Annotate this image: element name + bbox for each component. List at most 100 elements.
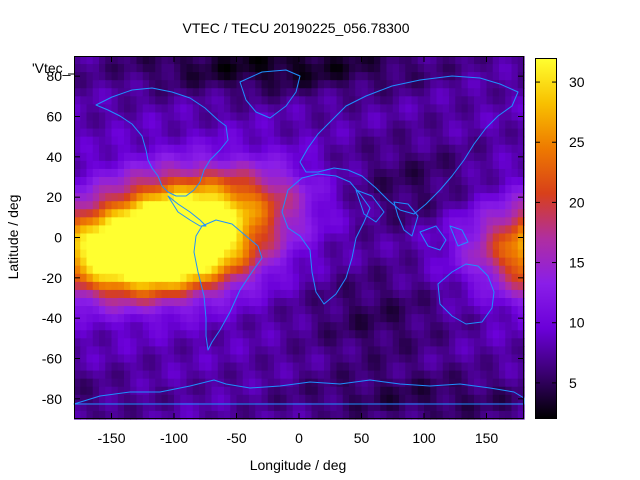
heatmap-cell xyxy=(274,338,281,347)
heatmap-cell xyxy=(80,152,88,162)
heatmap-cell xyxy=(117,330,125,339)
heatmap-cell xyxy=(386,217,394,226)
heatmap-cell xyxy=(142,72,150,81)
heatmap-cell xyxy=(305,265,313,275)
heatmap-cell xyxy=(255,362,263,372)
heatmap-cell xyxy=(267,64,275,73)
heatmap-cell xyxy=(186,330,194,339)
heatmap-cell xyxy=(311,160,319,170)
heatmap-cell xyxy=(399,330,406,339)
heatmap-cell xyxy=(86,410,94,420)
heatmap-cell xyxy=(405,281,413,291)
heatmap-cell xyxy=(411,306,419,315)
heatmap-cell xyxy=(199,80,206,89)
heatmap-cell xyxy=(167,64,175,73)
heatmap-cell xyxy=(386,185,394,194)
heatmap-cell xyxy=(417,177,425,186)
heatmap-cell xyxy=(242,257,250,267)
heatmap-cell xyxy=(317,322,325,331)
heatmap-cell xyxy=(255,225,263,235)
heatmap-cell xyxy=(305,386,313,396)
heatmap-cell xyxy=(330,168,338,178)
heatmap-cell xyxy=(349,241,356,251)
heatmap-cell xyxy=(136,112,144,122)
heatmap-cell xyxy=(430,241,438,251)
heatmap-cell xyxy=(142,330,150,339)
heatmap-cell xyxy=(311,386,319,396)
heatmap-cell xyxy=(80,386,88,396)
heatmap-cell xyxy=(486,402,494,412)
heatmap-cell xyxy=(474,241,481,251)
heatmap-cell xyxy=(374,96,381,105)
heatmap-cell xyxy=(224,144,231,154)
heatmap-cell xyxy=(92,402,100,412)
heatmap-cell xyxy=(142,128,150,138)
heatmap-cell xyxy=(217,64,225,73)
heatmap-cell xyxy=(105,410,113,420)
heatmap-cell xyxy=(374,386,381,396)
heatmap-cell xyxy=(211,402,219,412)
heatmap-cell xyxy=(305,241,313,251)
heatmap-cell xyxy=(161,233,169,243)
heatmap-cell xyxy=(392,56,400,65)
heatmap-cell xyxy=(305,185,313,194)
heatmap-cell xyxy=(336,265,344,275)
heatmap-cell xyxy=(149,249,156,259)
heatmap-cell xyxy=(142,298,150,307)
heatmap-cell xyxy=(274,168,281,178)
heatmap-cell xyxy=(330,112,338,122)
heatmap-cell xyxy=(292,298,300,307)
heatmap-cell xyxy=(199,410,206,420)
heatmap-cell xyxy=(161,330,169,339)
heatmap-cell xyxy=(230,152,238,162)
heatmap-cell xyxy=(436,394,444,404)
heatmap-cell xyxy=(217,314,225,323)
heatmap-cell xyxy=(180,128,188,138)
heatmap-cell xyxy=(486,410,494,420)
heatmap-cell xyxy=(242,289,250,299)
heatmap-cell xyxy=(149,346,156,356)
heatmap-cell xyxy=(174,225,181,235)
heatmap-cell xyxy=(74,177,81,186)
heatmap-cell xyxy=(367,306,375,315)
heatmap-cell xyxy=(199,160,206,170)
heatmap-cell xyxy=(399,257,406,267)
heatmap-cell xyxy=(105,185,113,194)
heatmap-cell xyxy=(442,56,450,65)
heatmap-cell xyxy=(136,233,144,243)
heatmap-cell xyxy=(505,394,513,404)
heatmap-cell xyxy=(461,56,469,65)
heatmap-cell xyxy=(236,128,244,138)
heatmap-cell xyxy=(442,209,450,218)
heatmap-cell xyxy=(174,201,181,210)
heatmap-cell xyxy=(517,168,525,178)
heatmap-cell xyxy=(499,370,506,380)
heatmap-cell xyxy=(342,72,350,81)
heatmap-cell xyxy=(186,168,194,178)
heatmap-cell xyxy=(449,120,456,130)
heatmap-cell xyxy=(330,96,338,105)
heatmap-cell xyxy=(311,346,319,356)
heatmap-cell xyxy=(324,112,331,122)
heatmap-cell xyxy=(386,281,394,291)
heatmap-cell xyxy=(461,88,469,97)
heatmap-cell xyxy=(130,80,138,89)
heatmap-cell xyxy=(355,112,363,122)
heatmap-cell xyxy=(424,354,431,364)
heatmap-cell xyxy=(411,185,419,194)
heatmap-cell xyxy=(461,193,469,202)
heatmap-cell xyxy=(417,265,425,275)
heatmap-cell xyxy=(74,144,81,154)
heatmap-cell xyxy=(167,289,175,299)
heatmap-cell xyxy=(380,289,388,299)
heatmap-cell xyxy=(161,265,169,275)
heatmap-cell xyxy=(499,209,506,218)
heatmap-cell xyxy=(392,322,400,331)
heatmap-cell xyxy=(499,289,506,299)
coast-antarctica xyxy=(73,379,525,405)
heatmap-cell xyxy=(117,233,125,243)
heatmap-cell xyxy=(149,104,156,114)
heatmap-cell xyxy=(161,298,169,307)
heatmap-cell xyxy=(380,168,388,178)
heatmap-cell xyxy=(436,354,444,364)
